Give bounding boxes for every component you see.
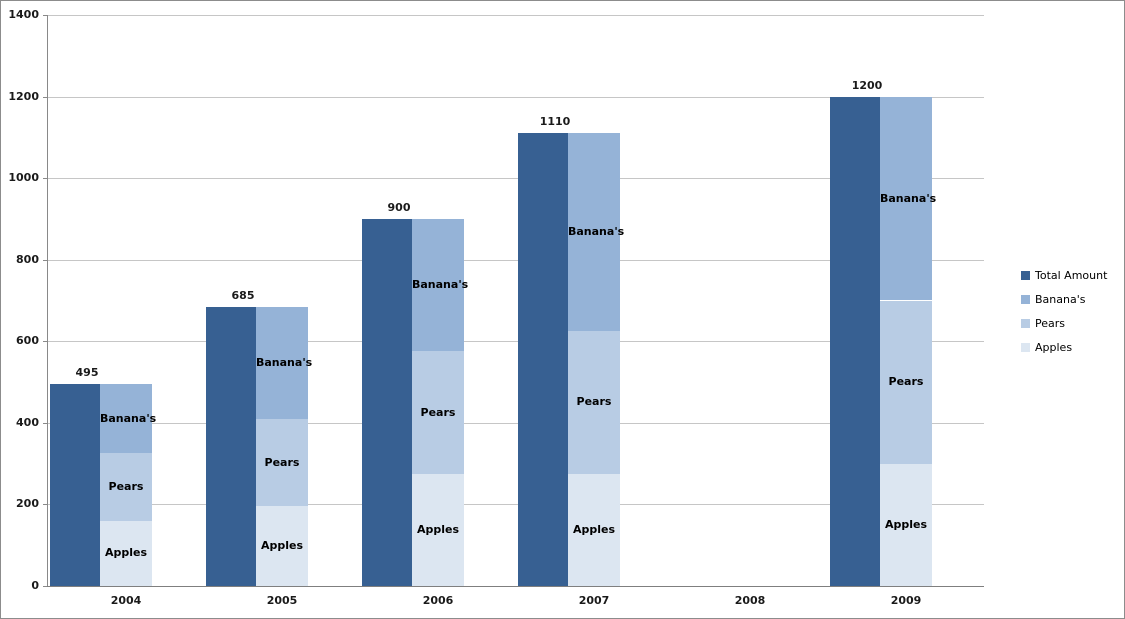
data-label-total-2009: 1200 bbox=[851, 78, 883, 92]
bar-segment-bananas-2009 bbox=[880, 96, 932, 301]
legend-item-bananas: Banana's bbox=[1021, 287, 1107, 311]
segment-label-apples-2009: Apples bbox=[884, 517, 928, 531]
y-axis-tick-label: 1000 bbox=[8, 171, 39, 185]
segment-label-bananas-2007: Banana's bbox=[568, 225, 625, 239]
legend-label: Pears bbox=[1035, 316, 1066, 330]
segment-label-bananas-2004: Banana's bbox=[100, 411, 157, 425]
x-axis-category-label-2008: 2008 bbox=[734, 594, 766, 607]
legend-item-totalamount: Total Amount bbox=[1021, 263, 1107, 287]
bar-segment-bananas-2004 bbox=[100, 384, 152, 454]
segment-label-pears-2007: Pears bbox=[576, 395, 612, 409]
bar-segment-apples-2006 bbox=[412, 473, 464, 586]
segment-label-pears-2006: Pears bbox=[420, 405, 456, 419]
legend-label: Total Amount bbox=[1035, 268, 1108, 282]
y-axis-tick-label: 800 bbox=[16, 252, 39, 266]
y-axis-tick-mark bbox=[43, 96, 48, 98]
bar-total-2004 bbox=[50, 384, 100, 586]
segment-label-apples-2006: Apples bbox=[416, 522, 460, 536]
gridline-600 bbox=[48, 341, 984, 343]
y-axis-tick-mark bbox=[43, 586, 48, 587]
segment-label-pears-2004: Pears bbox=[108, 480, 144, 494]
legend-swatch-icon bbox=[1021, 318, 1030, 328]
bar-segment-apples-2007 bbox=[568, 473, 620, 586]
data-label-total-2007: 1110 bbox=[539, 115, 571, 129]
y-axis-tick-label: 200 bbox=[16, 497, 39, 511]
data-label-total-2005: 685 bbox=[231, 288, 255, 302]
segment-label-bananas-2006: Banana's bbox=[412, 278, 469, 292]
bar-segment-apples-2009 bbox=[880, 463, 932, 586]
x-axis-category-label-2006: 2006 bbox=[422, 594, 454, 607]
bar-segment-bananas-2006 bbox=[412, 218, 464, 352]
legend: Total Amount Banana's Pears Apples bbox=[1021, 263, 1107, 359]
x-axis-category-label-2009: 2009 bbox=[890, 594, 922, 607]
gridline-200 bbox=[48, 504, 984, 506]
x-axis-category-label-2007: 2007 bbox=[578, 594, 610, 607]
x-axis-category-label-2004: 2004 bbox=[110, 594, 142, 607]
bar-segment-apples-2005 bbox=[256, 506, 308, 586]
segment-label-apples-2007: Apples bbox=[572, 522, 616, 536]
bar-total-2005 bbox=[206, 306, 256, 586]
bar-segment-pears-2004 bbox=[100, 453, 152, 521]
data-label-total-2004: 495 bbox=[75, 366, 99, 380]
gridline-1000 bbox=[48, 178, 984, 180]
y-axis-tick-label: 1400 bbox=[8, 8, 39, 21]
plot-area: 495 Apples Pears Banana's 685 Apples Pears Bana… bbox=[48, 15, 984, 586]
y-axis-tick-mark bbox=[43, 15, 48, 16]
legend-label: Apples bbox=[1035, 340, 1073, 354]
bar-segment-pears-2009 bbox=[880, 300, 932, 464]
y-axis-tick-label: 600 bbox=[16, 334, 39, 348]
bar-total-2009 bbox=[830, 96, 880, 586]
bar-segment-pears-2006 bbox=[412, 351, 464, 474]
segment-label-apples-2004: Apples bbox=[104, 546, 148, 560]
legend-swatch-icon bbox=[1021, 270, 1030, 280]
legend-swatch-icon bbox=[1021, 294, 1030, 304]
gridline-400 bbox=[48, 422, 984, 424]
segment-label-bananas-2009: Banana's bbox=[880, 191, 937, 205]
y-axis-tick-mark bbox=[43, 178, 48, 180]
segment-label-pears-2009: Pears bbox=[888, 375, 924, 389]
legend-item-pears: Pears bbox=[1021, 311, 1107, 335]
y-axis-tick-mark bbox=[43, 504, 48, 506]
x-axis-category-label-2005: 2005 bbox=[266, 594, 298, 607]
bar-segment-bananas-2007 bbox=[568, 133, 620, 332]
y-axis-line bbox=[47, 15, 48, 587]
y-axis-tick-mark bbox=[43, 341, 48, 343]
gridline-800 bbox=[48, 259, 984, 261]
bar-total-2006 bbox=[362, 218, 412, 586]
bar-segment-pears-2007 bbox=[568, 331, 620, 474]
bar-total-2007 bbox=[518, 133, 568, 586]
bar-segment-apples-2004 bbox=[100, 520, 152, 586]
y-axis-tick-mark bbox=[43, 259, 48, 261]
y-axis-tick-label: 0 bbox=[31, 579, 39, 592]
x-axis-line bbox=[47, 586, 984, 587]
legend-item-apples: Apples bbox=[1021, 335, 1107, 359]
data-label-total-2006: 900 bbox=[387, 200, 411, 214]
gridline-1400 bbox=[48, 15, 984, 16]
bar-segment-pears-2005 bbox=[256, 418, 308, 507]
segment-label-apples-2005: Apples bbox=[260, 539, 304, 553]
legend-swatch-icon bbox=[1021, 342, 1030, 352]
legend-label: Banana's bbox=[1035, 292, 1086, 306]
y-axis-tick-label: 400 bbox=[16, 415, 39, 429]
segment-label-bananas-2005: Banana's bbox=[256, 355, 313, 369]
bar-segment-bananas-2005 bbox=[256, 306, 308, 419]
y-axis-tick-label: 1200 bbox=[8, 89, 39, 103]
y-axis-tick-mark bbox=[43, 422, 48, 424]
segment-label-pears-2005: Pears bbox=[264, 455, 300, 469]
gridline-1200 bbox=[48, 96, 984, 98]
